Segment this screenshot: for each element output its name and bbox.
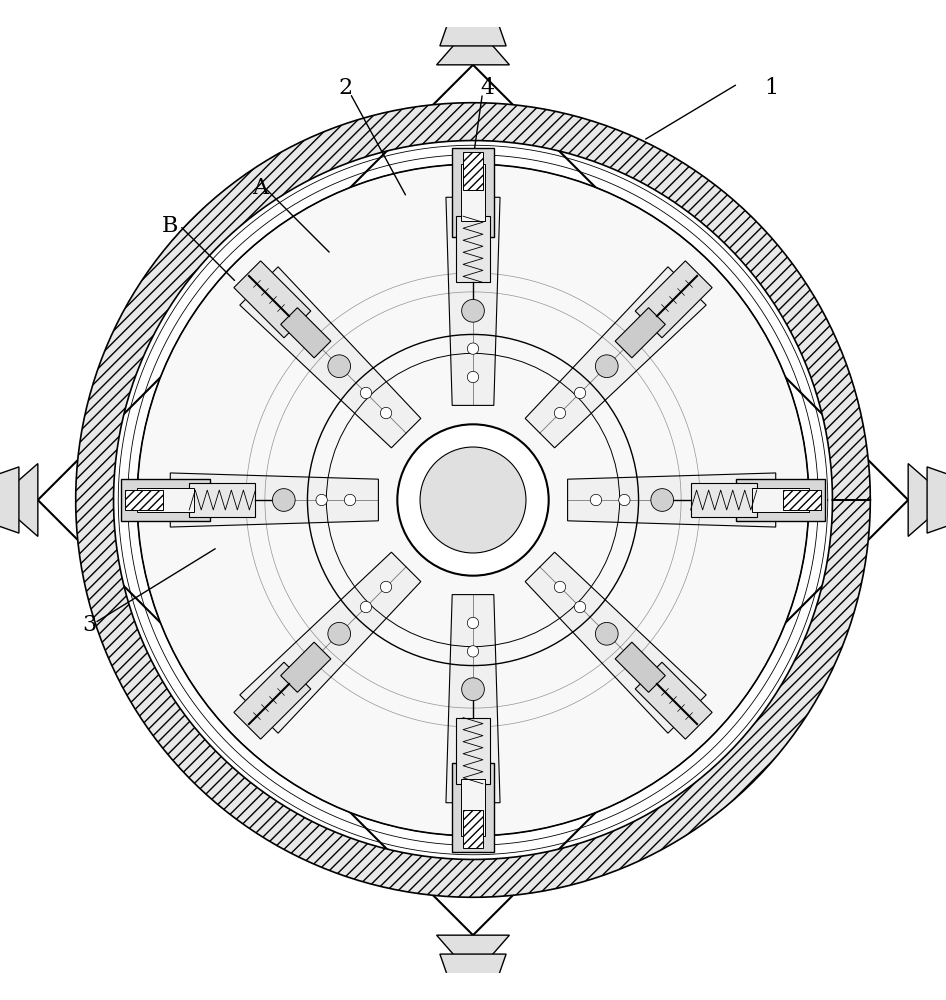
Circle shape (467, 646, 479, 657)
Text: 4: 4 (481, 77, 494, 99)
Circle shape (595, 355, 618, 378)
Polygon shape (137, 488, 194, 512)
Polygon shape (125, 490, 163, 510)
Polygon shape (281, 308, 331, 358)
Polygon shape (240, 552, 421, 733)
Text: 2: 2 (339, 77, 352, 99)
Circle shape (651, 489, 674, 511)
Circle shape (590, 494, 602, 506)
Circle shape (380, 407, 392, 419)
Polygon shape (635, 261, 712, 338)
Circle shape (420, 447, 526, 553)
Polygon shape (568, 473, 776, 527)
Polygon shape (240, 267, 421, 448)
Polygon shape (463, 810, 483, 848)
Polygon shape (234, 662, 311, 739)
Polygon shape (440, 954, 506, 982)
Circle shape (316, 494, 327, 506)
Polygon shape (752, 488, 809, 512)
Polygon shape (927, 467, 946, 533)
Polygon shape (525, 552, 706, 733)
Polygon shape (76, 103, 870, 897)
Polygon shape (0, 467, 19, 533)
Circle shape (328, 622, 351, 645)
Polygon shape (281, 642, 331, 692)
Circle shape (554, 407, 566, 419)
Text: 3: 3 (82, 614, 97, 636)
Circle shape (462, 299, 484, 322)
Polygon shape (170, 473, 378, 527)
Circle shape (344, 494, 356, 506)
Polygon shape (456, 216, 490, 282)
Polygon shape (635, 662, 712, 739)
Polygon shape (436, 935, 509, 977)
Circle shape (360, 387, 372, 399)
Circle shape (328, 355, 351, 378)
Polygon shape (189, 483, 255, 517)
Polygon shape (463, 152, 483, 190)
Text: B: B (162, 215, 179, 237)
Polygon shape (452, 763, 494, 852)
Circle shape (467, 343, 479, 354)
Circle shape (467, 617, 479, 629)
Circle shape (619, 494, 630, 506)
Polygon shape (446, 197, 500, 405)
Polygon shape (691, 483, 757, 517)
Polygon shape (462, 164, 484, 221)
Polygon shape (0, 464, 38, 536)
Polygon shape (456, 718, 490, 784)
Text: 1: 1 (764, 77, 778, 99)
Polygon shape (121, 479, 210, 521)
Circle shape (595, 622, 618, 645)
Polygon shape (782, 490, 820, 510)
Circle shape (360, 601, 372, 613)
Polygon shape (525, 267, 706, 448)
Text: A: A (253, 177, 268, 199)
Circle shape (272, 489, 295, 511)
Polygon shape (234, 261, 311, 338)
Circle shape (467, 371, 479, 383)
Polygon shape (436, 23, 509, 65)
Polygon shape (615, 642, 665, 692)
Polygon shape (736, 479, 825, 521)
Circle shape (574, 601, 586, 613)
Polygon shape (452, 148, 494, 237)
Polygon shape (615, 308, 665, 358)
Polygon shape (908, 464, 946, 536)
Polygon shape (440, 18, 506, 46)
Polygon shape (462, 779, 484, 836)
Polygon shape (446, 595, 500, 803)
Circle shape (380, 581, 392, 593)
Circle shape (137, 164, 809, 836)
Circle shape (574, 387, 586, 399)
Circle shape (462, 678, 484, 701)
Circle shape (397, 424, 549, 576)
Circle shape (554, 581, 566, 593)
